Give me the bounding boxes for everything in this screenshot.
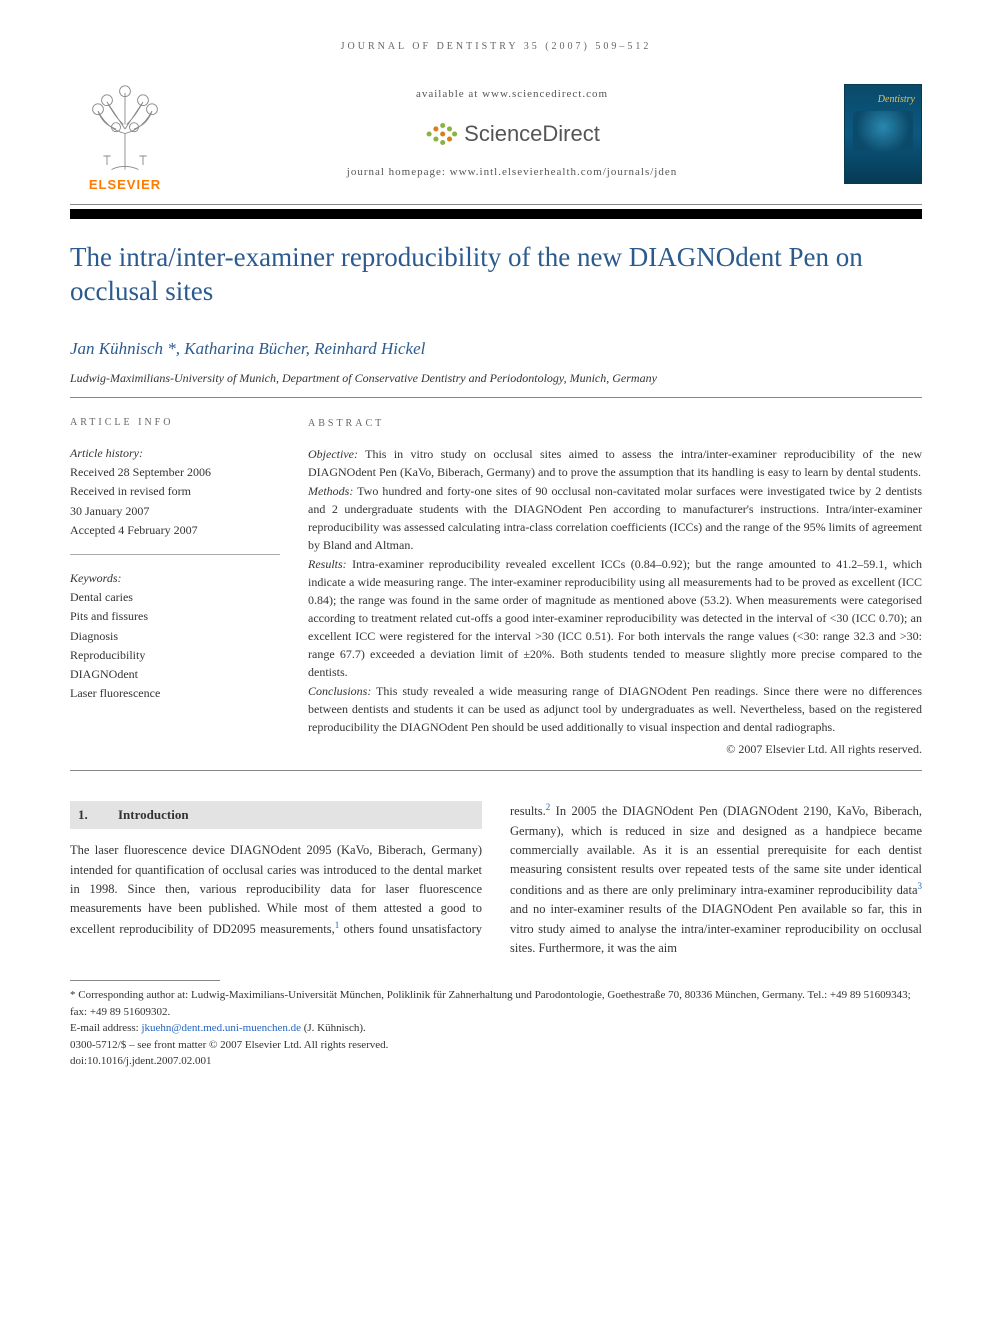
journal-cover-image [853, 111, 913, 151]
article-info-column: ARTICLE INFO Article history: Received 2… [70, 416, 280, 758]
conclusions-text: This study revealed a wide measuring ran… [308, 684, 922, 734]
elsevier-logo: ELSEVIER [70, 74, 180, 194]
black-divider-bar [70, 209, 922, 219]
sciencedirect-dots-icon [424, 120, 458, 148]
author-email-link[interactable]: jkuehn@dent.med.uni-muenchen.de [141, 1022, 301, 1034]
revised-date: 30 January 2007 [70, 502, 280, 521]
elsevier-tree-icon [80, 84, 170, 174]
copyright-line: © 2007 Elsevier Ltd. All rights reserved… [308, 740, 922, 758]
citation-ref[interactable]: 3 [918, 881, 923, 891]
body-two-column: 1.Introduction The laser fluorescence de… [70, 801, 922, 958]
info-abstract-row: ARTICLE INFO Article history: Received 2… [70, 416, 922, 758]
elsevier-wordmark: ELSEVIER [89, 176, 161, 194]
intro-text-e: and no inter-examiner results of the DIA… [510, 902, 922, 955]
keyword: Laser fluorescence [70, 684, 280, 703]
section-heading-intro: 1.Introduction [70, 801, 482, 829]
email-tail: (J. Kühnisch). [301, 1022, 366, 1034]
affiliation-line: Ludwig-Maximilians-University of Munich,… [70, 370, 922, 387]
article-history-block: Article history: Received 28 September 2… [70, 444, 280, 540]
masthead: ELSEVIER available at www.sciencedirect.… [70, 74, 922, 205]
abstract-label: ABSTRACT [308, 416, 922, 431]
footnotes-block: * Corresponding author at: Ludwig-Maximi… [70, 987, 922, 1070]
keyword: Pits and fissures [70, 607, 280, 626]
article-title: The intra/inter-examiner reproducibility… [70, 241, 922, 309]
intro-text-c: In 2005 the DIAGNOdent [550, 804, 699, 818]
keyword: Diagnosis [70, 627, 280, 646]
keywords-block: Keywords: Dental caries Pits and fissure… [70, 569, 280, 703]
journal-cover-title: Dentistry [878, 93, 915, 107]
email-label: E-mail address: [70, 1022, 141, 1034]
accepted-line: Accepted 4 February 2007 [70, 521, 280, 540]
article-info-label: ARTICLE INFO [70, 416, 280, 430]
results-text: Intra-examiner reproducibility revealed … [308, 557, 922, 679]
divider [70, 770, 922, 771]
abstract-methods: Methods: Two hundred and forty-one sites… [308, 482, 922, 554]
methods-label: Methods: [308, 484, 353, 498]
sciencedirect-logo: ScienceDirect [424, 119, 600, 150]
section-title: Introduction [118, 807, 189, 822]
authors-line: Jan Kühnisch *, Katharina Bücher, Reinha… [70, 337, 922, 361]
objective-label: Objective: [308, 447, 358, 461]
abstract-column: ABSTRACT Objective: This in vitro study … [308, 416, 922, 758]
issn-line: 0300-5712/$ – see front matter © 2007 El… [70, 1037, 922, 1054]
email-line: E-mail address: jkuehn@dent.med.uni-muen… [70, 1020, 922, 1037]
keyword: DIAGNOdent [70, 665, 280, 684]
history-label: Article history: [70, 444, 280, 463]
divider [70, 397, 922, 398]
keyword: Dental caries [70, 588, 280, 607]
keywords-label: Keywords: [70, 569, 280, 588]
revised-label: Received in revised form [70, 482, 280, 501]
received-line: Received 28 September 2006 [70, 463, 280, 482]
sciencedirect-wordmark: ScienceDirect [464, 119, 600, 150]
abstract-results: Results: Intra-examiner reproducibility … [308, 555, 922, 681]
running-head: JOURNAL OF DENTISTRY 35 (2007) 509–512 [70, 40, 922, 54]
journal-cover-thumbnail: Dentistry [844, 84, 922, 184]
corresponding-author: * Corresponding author at: Ludwig-Maximi… [70, 987, 922, 1020]
abstract-conclusions: Conclusions: This study revealed a wide … [308, 682, 922, 736]
methods-text: Two hundred and forty-one sites of 90 oc… [308, 484, 922, 552]
objective-text: This in vitro study on occlusal sites ai… [308, 447, 922, 479]
doi-line: doi:10.1016/j.jdent.2007.02.001 [70, 1053, 922, 1070]
footnote-divider [70, 980, 220, 981]
available-at-line: available at www.sciencedirect.com [190, 87, 834, 102]
journal-homepage-line: journal homepage: www.intl.elsevierhealt… [190, 165, 834, 180]
info-divider [70, 554, 280, 555]
keyword: Reproducibility [70, 646, 280, 665]
abstract-objective: Objective: This in vitro study on occlus… [308, 445, 922, 481]
masthead-center: available at www.sciencedirect.com Scien… [180, 87, 844, 181]
section-number: 1. [78, 805, 118, 825]
results-label: Results: [308, 557, 347, 571]
conclusions-label: Conclusions: [308, 684, 371, 698]
